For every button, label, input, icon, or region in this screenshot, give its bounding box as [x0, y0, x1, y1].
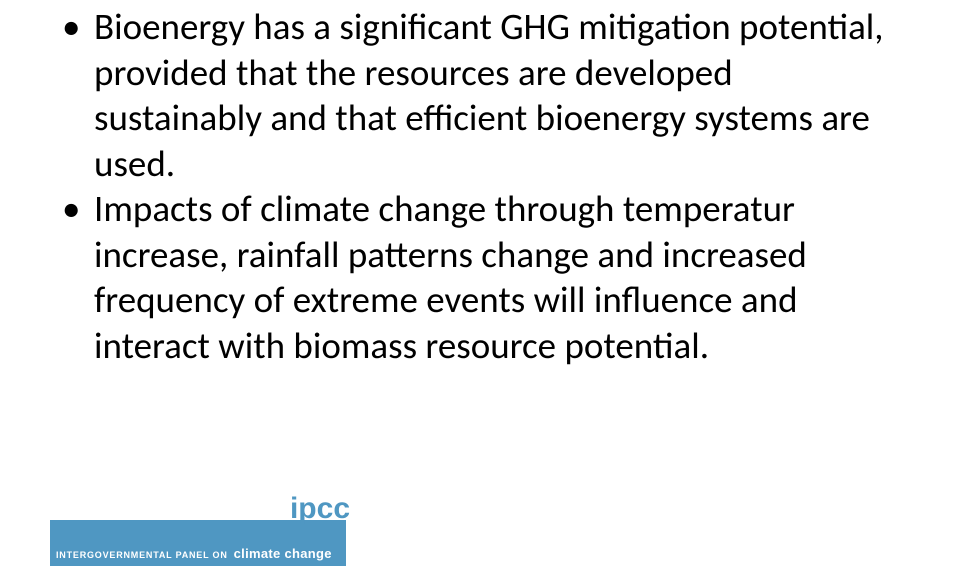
bullet-item: Impacts of climate change through temper…	[58, 186, 902, 368]
ipcc-tagline-big: climate change	[234, 546, 332, 561]
bullet-item: Bioenergy has a significant GHG mitigati…	[58, 4, 902, 186]
bullet-list: Bioenergy has a significant GHG mitigati…	[58, 4, 902, 368]
slide: Bioenergy has a significant GHG mitigati…	[0, 0, 960, 584]
content-area: Bioenergy has a significant GHG mitigati…	[0, 0, 960, 368]
ipcc-tagline: INTERGOVERNMENTAL PANEL ON climate chang…	[50, 546, 346, 566]
ipcc-tagline-small: INTERGOVERNMENTAL PANEL ON	[56, 550, 228, 560]
ipcc-logo-box: ipcc INTERGOVERNMENTAL PANEL ON climate …	[50, 520, 346, 566]
ipcc-logo: ipcc INTERGOVERNMENTAL PANEL ON climate …	[0, 520, 380, 584]
bullet-text: Bioenergy has a significant GHG mitigati…	[94, 4, 884, 186]
ipcc-acronym: ipcc	[290, 492, 350, 526]
bullet-text: Impacts of climate change through temper…	[94, 186, 807, 368]
